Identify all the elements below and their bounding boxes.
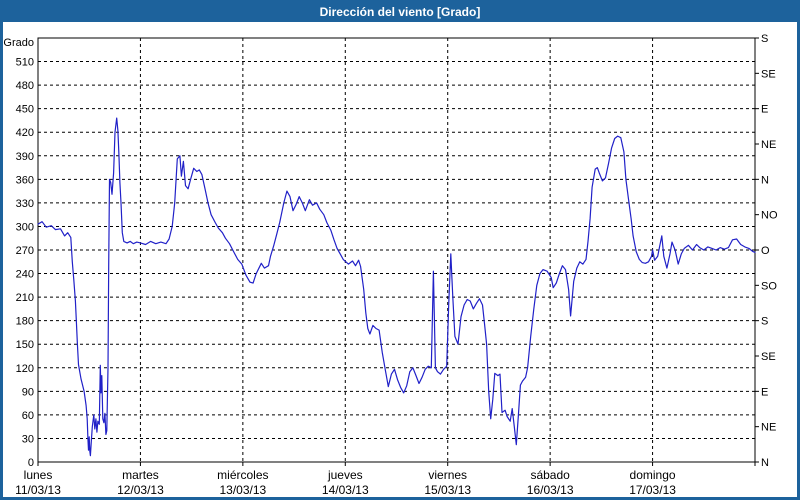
day-name-label: viernes [428,468,467,482]
series [37,117,756,457]
wind-direction-line-chart: Grado 0 30 60 90 120 150 180 210 240 270 300 330 360 3… [3,33,778,497]
compass-label: NE [761,422,776,434]
compass-label: N [761,457,769,469]
day-date-label: 12/03/13 [117,483,164,497]
y-axis-left-title: Grado [3,37,34,49]
day-name-label: lunes [24,468,53,482]
compass-label: E [761,104,768,116]
day-date-label: 14/03/13 [322,483,369,497]
wind-direction-data-line [37,117,756,457]
y-tick-label-left: 120 [16,363,34,375]
day-name-label: sábado [530,468,570,482]
y-tick-label-left: 480 [16,80,34,92]
day-name-label: domingo [630,468,676,482]
y-tick-label-left: 330 [16,198,34,210]
compass-label: SE [761,351,776,363]
y-tick-label-left: 450 [16,104,34,116]
y-tick-label-left: 510 [16,57,34,69]
y-axis-left: Grado 0 30 60 90 120 150 180 210 240 270 300 330 360 3… [3,37,34,469]
compass-label: SE [761,68,776,80]
day-date-label: 11/03/13 [15,483,61,497]
y-tick-label-left: 150 [16,339,34,351]
y-tick-label-left: 90 [22,386,34,398]
compass-label: S [761,33,768,45]
day-name-label: martes [122,468,159,482]
y-tick-label-left: 300 [16,221,34,233]
y-tick-label-left: 0 [28,457,34,469]
horizontal-gridlines [38,61,755,439]
vertical-gridlines [139,38,654,462]
y-tick-label-left: 420 [16,127,34,139]
day-date-label: 16/03/13 [527,483,574,497]
y-tick-label-left: 360 [16,174,34,186]
chart-title-bar: Dirección del viento [Grado] [3,3,797,22]
compass-label: E [761,386,768,398]
plot-border [37,37,756,463]
compass-label: NO [761,210,778,222]
day-name-label: miércoles [217,468,268,482]
y-tick-label-left: 240 [16,269,34,281]
y-tick-label-left: 270 [16,245,34,257]
day-name-label: jueves [327,468,363,482]
compass-label: O [761,245,770,257]
chart-plot-container: Grado 0 30 60 90 120 150 180 210 240 270 300 330 360 3… [3,22,797,497]
y-tick-label-left: 30 [22,433,34,445]
compass-label: SO [761,280,777,292]
y-tick-label-left: 180 [16,316,34,328]
day-date-label: 13/03/13 [219,483,266,497]
compass-label: S [761,316,768,328]
compass-label: N [761,174,769,186]
day-date-label: 15/03/13 [424,483,471,497]
compass-label: NE [761,139,776,151]
y-axis-right: S SE E NE N NO O SO S SE E NE N [755,33,778,469]
y-tick-label-left: 390 [16,151,34,163]
chart-title: Dirección del viento [Grado] [319,5,481,19]
y-tick-label-left: 60 [22,410,34,422]
y-tick-label-left: 210 [16,292,34,304]
day-date-label: 17/03/13 [629,483,676,497]
